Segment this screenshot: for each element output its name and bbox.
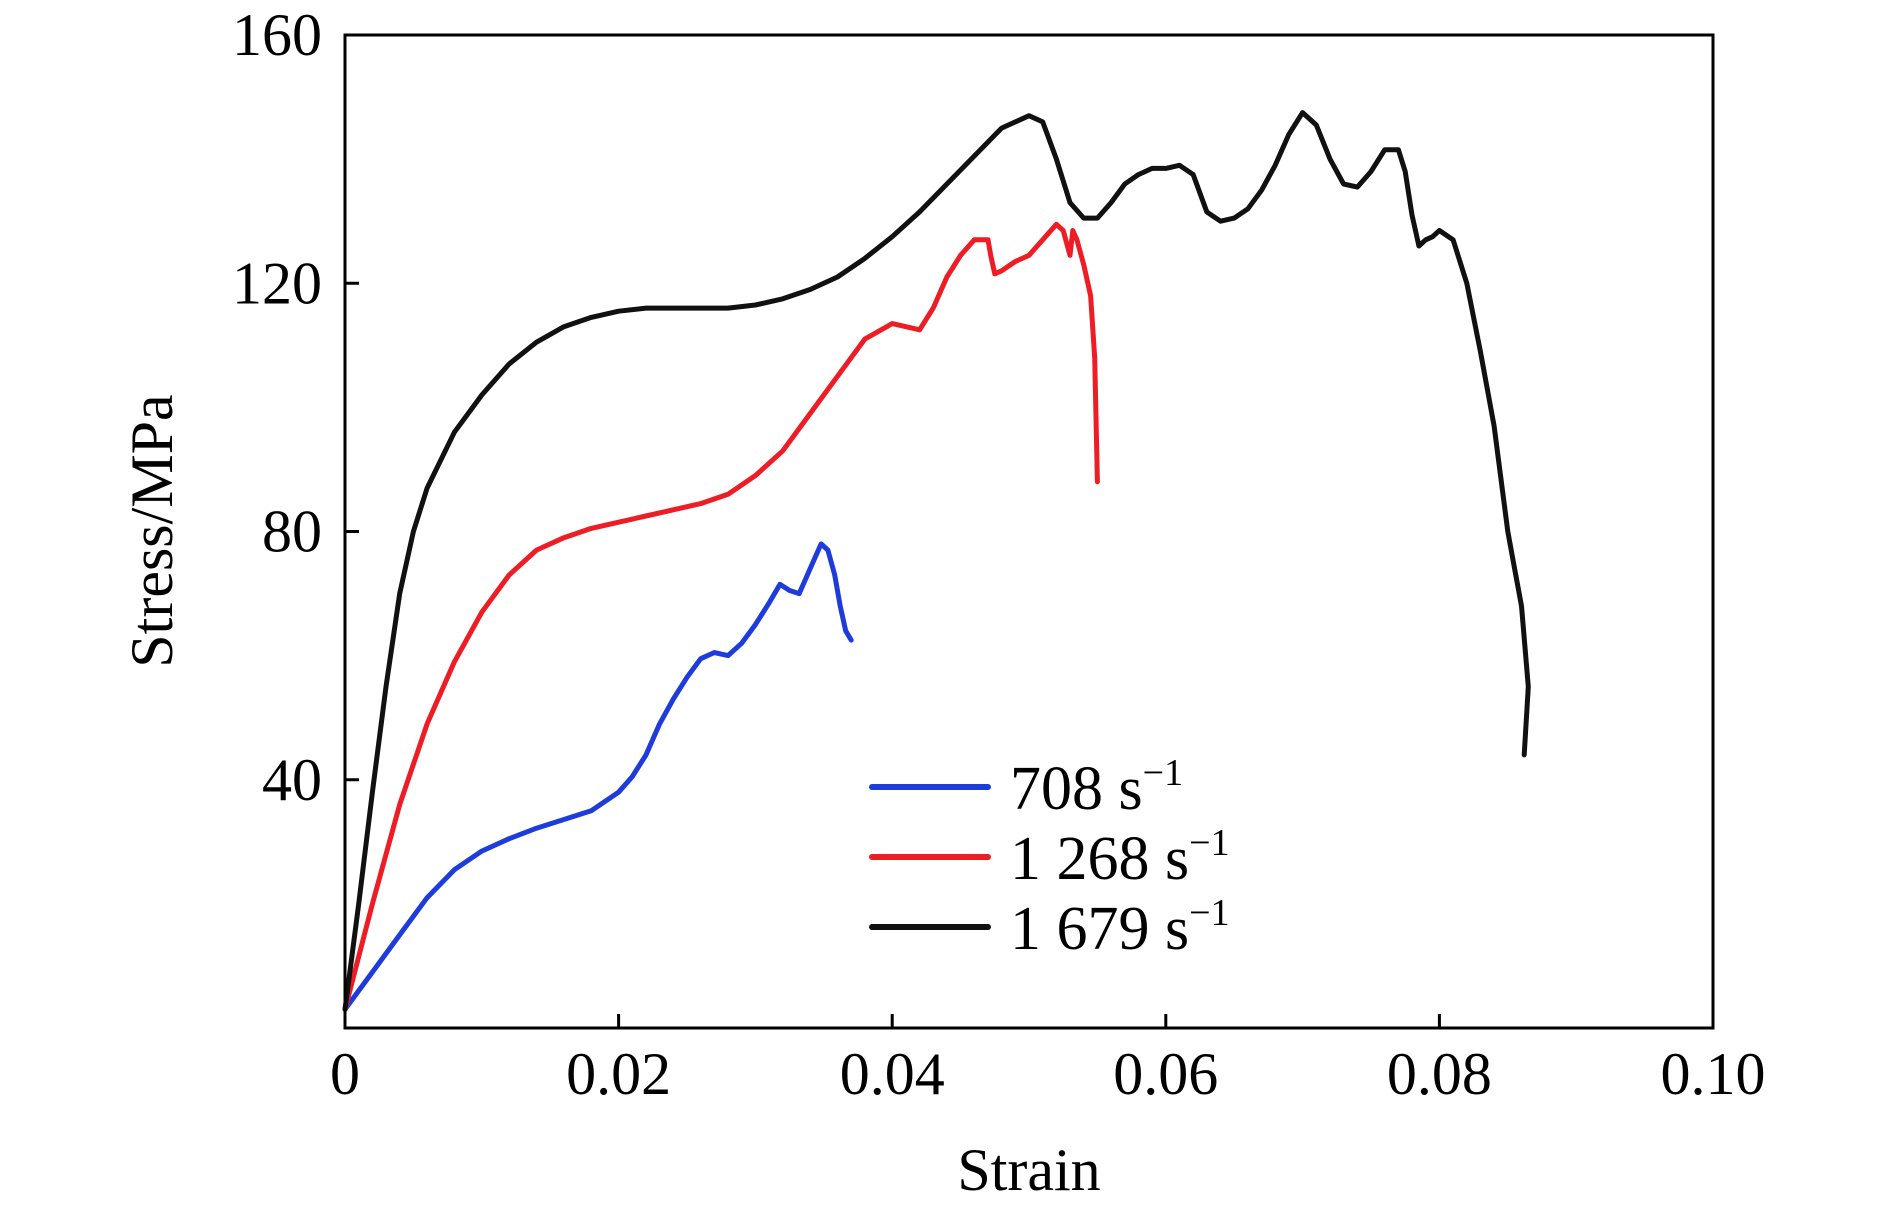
x-tick-label: 0.02 (566, 1041, 671, 1107)
series-layer (342, 110, 1531, 1012)
x-tick-label: 0.08 (1387, 1041, 1492, 1107)
series-line-0 (342, 541, 854, 1012)
x-tick-label: 0 (330, 1041, 360, 1107)
x-tick-label: 0.10 (1661, 1041, 1766, 1107)
legend-label-2: 1 679 s−1 (1010, 892, 1230, 963)
legend-label-1: 1 268 s−1 (1010, 822, 1230, 893)
ticks-layer (345, 281, 1441, 1028)
legend-label-superscript: −1 (1143, 752, 1183, 794)
x-tick-label: 0.04 (840, 1041, 945, 1107)
y-tick-label: 120 (232, 250, 322, 316)
x-axis-title: Strain (957, 1137, 1100, 1203)
x-tick-label: 0.06 (1113, 1041, 1218, 1107)
y-axis-title: Stress/MPa (119, 394, 185, 667)
y-tick-label: 40 (262, 747, 322, 813)
legend-label-superscript: −1 (1189, 892, 1229, 934)
legend-label-main: 1 679 s (1010, 895, 1189, 963)
legend-label-superscript: −1 (1189, 822, 1229, 864)
tick-labels-layer: 0 0.02 0.04 0.06 0.08 0.10 40 80 120 160 (232, 2, 1766, 1107)
series-line-1 (342, 221, 1100, 1012)
legend: 708 s−11 268 s−11 679 s−1 (869, 752, 1230, 963)
legend-label-main: 1 268 s (1010, 825, 1189, 893)
y-tick-label: 160 (232, 2, 322, 68)
y-tick-label: 80 (262, 499, 322, 565)
legend-label-0: 708 s−1 (1010, 752, 1183, 823)
legend-label-main: 708 s (1010, 755, 1143, 823)
series-line-2 (342, 110, 1531, 1012)
